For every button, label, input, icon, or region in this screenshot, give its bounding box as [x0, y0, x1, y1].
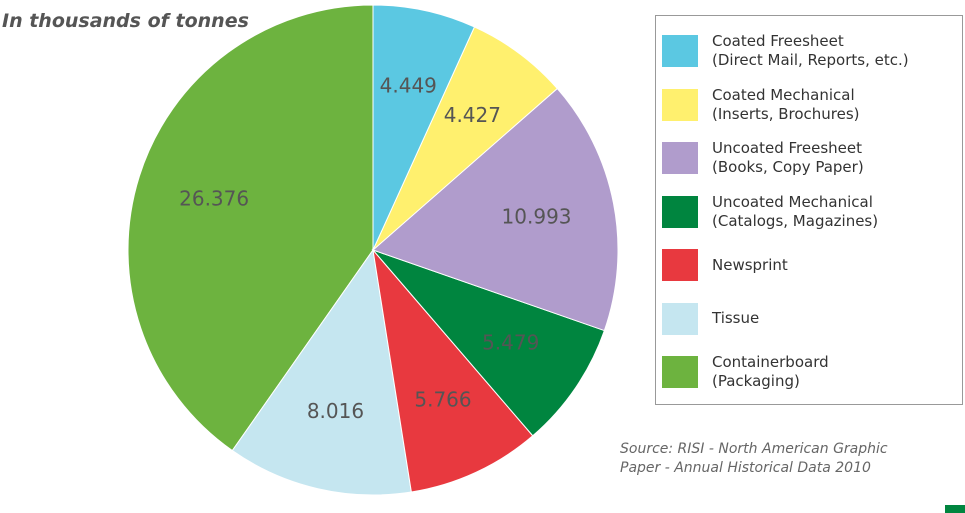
legend-swatch: [662, 356, 698, 388]
data-label: 4.427: [444, 103, 501, 127]
legend-swatch: [662, 88, 698, 121]
legend-label: Tissue: [712, 309, 760, 327]
legend-swatch: [662, 195, 698, 228]
pie-slice: [372, 4, 476, 251]
pie-slice: [372, 248, 534, 493]
legend-label: Containerboard (Packaging): [712, 353, 829, 390]
legend-label: Newsprint: [712, 255, 788, 274]
subtitle: In thousands of tonnes: [2, 10, 249, 32]
legend-item: Uncoated Freesheet (Books, Copy Paper): [662, 134, 864, 182]
legend-swatch: [662, 249, 698, 281]
pie-slice: [371, 248, 606, 437]
legend-item: Uncoated Mechanical (Catalogs, Magazines…: [662, 188, 878, 236]
legend-label: Coated Mechanical (Inserts, Brochures): [712, 85, 860, 123]
legend-swatch: [662, 142, 698, 174]
source-note: Source: RISI - North American Graphic Pa…: [620, 441, 888, 476]
legend-item: Newsprint: [662, 241, 788, 289]
legend-item: Coated Mechanical (Inserts, Brochures): [662, 81, 860, 129]
legend-item: Containerboard (Packaging): [662, 348, 829, 396]
decoration: [945, 505, 965, 513]
legend-label: Uncoated Mechanical (Catalogs, Magazines…: [712, 192, 879, 230]
data-label: 10.993: [502, 205, 572, 229]
data-label: 4.449: [380, 74, 437, 98]
pie-slice: [372, 87, 619, 332]
data-label: 5.766: [414, 388, 471, 412]
data-label: 5.479: [482, 330, 539, 354]
legend-swatch: [662, 302, 698, 335]
legend-swatch: [662, 35, 698, 67]
legend: Coated Freesheet (Direct Mail, Reports, …: [655, 15, 963, 405]
legend-label: Uncoated Freesheet (Books, Copy Paper): [712, 139, 864, 176]
data-label: 8.016: [307, 399, 364, 423]
data-label: 26.376: [179, 186, 249, 210]
legend-label: Coated Freesheet (Direct Mail, Reports, …: [712, 32, 909, 69]
pie-slice: [127, 4, 374, 452]
pie-slice: [231, 248, 412, 496]
legend-item: Coated Freesheet (Direct Mail, Reports, …: [662, 27, 909, 75]
legend-item: Tissue: [662, 295, 759, 343]
